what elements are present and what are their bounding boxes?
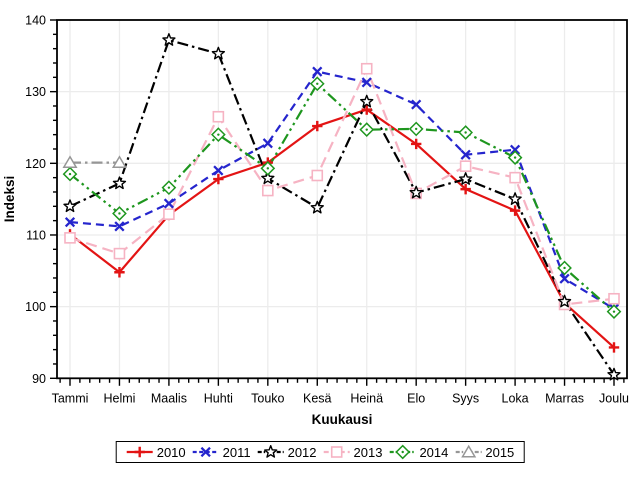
series-markers-2012: [63, 33, 621, 381]
x-tick-label: Huhti: [204, 391, 233, 405]
legend-triangle-marker-icon: [455, 444, 482, 458]
series-line-2012: [69, 38, 615, 376]
legend-item-2014: 2014: [388, 444, 448, 460]
tick-labels: 90 100 110 120 130 140 Tammi Helmi Maalis Huhti To…: [25, 14, 629, 406]
legend-label: 2011: [222, 444, 251, 460]
x-tick-label: Heinä: [350, 391, 383, 405]
y-tick-label: 130: [25, 85, 46, 99]
x-tick-label: Marras: [545, 391, 584, 405]
x-tick-label: Loka: [502, 391, 529, 405]
y-tick-label: 110: [26, 228, 46, 242]
series-line-2013: [69, 67, 615, 306]
y-tick-label: 90: [32, 372, 46, 386]
x-tick-label: Syys: [452, 391, 479, 405]
legend-label: 2012: [287, 444, 317, 460]
series-line-2011: [69, 70, 615, 310]
series-markers-2013: [64, 62, 620, 311]
legend: 2010 2011 2012 2013 2014 2015: [115, 441, 525, 463]
series-line-2014: [69, 82, 615, 313]
legend-label: 2013: [353, 444, 383, 460]
legend-label: 2015: [485, 444, 515, 460]
legend-label: 2010: [156, 444, 186, 460]
legend-diamond-marker-icon: [389, 444, 416, 460]
series-markers-2011: [64, 66, 620, 314]
x-axis-title: Kuukausi: [312, 412, 373, 427]
x-tick-label: Kesä: [303, 391, 332, 405]
series-markers-2014: [62, 76, 622, 320]
legend-item-2013: 2013: [323, 444, 383, 460]
legend-item-2015: 2015: [454, 444, 514, 460]
y-tick-label: 120: [25, 157, 46, 171]
series-line-2010: [69, 108, 615, 349]
legend-x-marker-icon: [192, 446, 219, 458]
x-tick-label: Maalis: [151, 391, 187, 405]
gridlines: [57, 20, 627, 379]
y-tick-label: 100: [25, 300, 46, 314]
legend-label: 2014: [419, 444, 449, 460]
series-markers-2015: [62, 155, 127, 169]
legend-plus-marker-icon: [126, 446, 153, 458]
x-tick-label: Elo: [407, 391, 425, 405]
series-markers-2010: [64, 104, 620, 353]
legend-star-marker-icon: [257, 445, 284, 458]
x-tick-label: Helmi: [103, 391, 135, 405]
y-tick-label: 140: [25, 14, 46, 28]
x-tick-label: Joulu: [599, 391, 629, 405]
legend-square-marker-icon: [323, 446, 350, 458]
x-tick-label: Tammi: [52, 391, 89, 405]
y-axis-title: Indeksi: [2, 176, 17, 223]
x-tick-label: Touko: [251, 391, 284, 405]
plot-frame: [56, 19, 628, 380]
legend-item-2011: 2011: [192, 444, 251, 460]
legend-item-2010: 2010: [126, 444, 186, 460]
legend-item-2012: 2012: [257, 444, 317, 460]
